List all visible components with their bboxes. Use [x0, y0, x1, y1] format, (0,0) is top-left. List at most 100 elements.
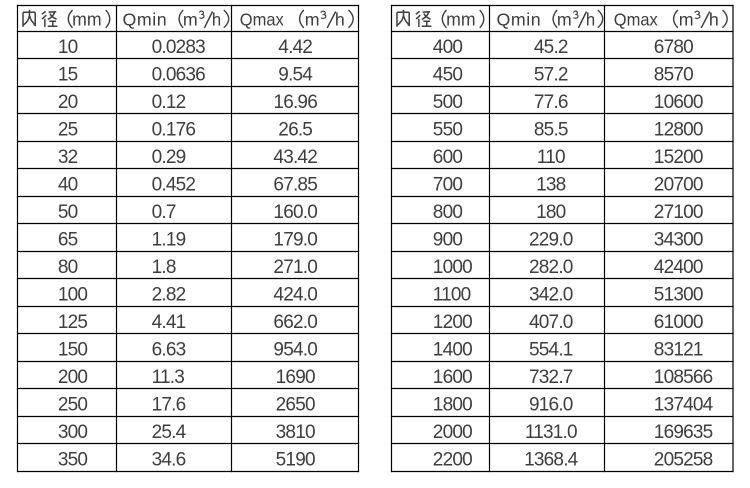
svg-text:0.0636: 0.0636	[152, 64, 206, 85]
svg-text:8570: 8570	[654, 64, 693, 85]
svg-text:732.7: 732.7	[529, 367, 573, 388]
svg-text:138: 138	[536, 174, 566, 195]
svg-text:1400: 1400	[433, 339, 472, 360]
svg-text:2650: 2650	[276, 394, 315, 415]
svg-text:65: 65	[58, 229, 78, 250]
svg-text:67.85: 67.85	[273, 174, 317, 195]
svg-text:407.0: 407.0	[529, 312, 573, 333]
svg-text:42400: 42400	[654, 257, 703, 278]
svg-text:Qmax: Qmax	[240, 9, 284, 29]
svg-text:h: h	[212, 9, 221, 29]
svg-text:100: 100	[58, 284, 88, 305]
svg-text:3810: 3810	[276, 422, 315, 443]
svg-text:m: m	[557, 9, 572, 29]
svg-text:77.6: 77.6	[534, 92, 568, 113]
svg-text:6780: 6780	[654, 37, 693, 58]
svg-text:450: 450	[433, 64, 463, 85]
svg-text:40: 40	[58, 174, 78, 195]
svg-text:1690: 1690	[276, 367, 315, 388]
svg-text:11.3: 11.3	[152, 367, 185, 388]
svg-text:110: 110	[537, 147, 565, 168]
svg-text:554.1: 554.1	[529, 339, 573, 360]
svg-text:0.12: 0.12	[152, 92, 186, 113]
svg-text:Qmax: Qmax	[614, 9, 658, 29]
svg-text:0.452: 0.452	[152, 174, 196, 195]
svg-text:250: 250	[58, 394, 88, 415]
svg-text:2.82: 2.82	[152, 284, 186, 305]
svg-text:5190: 5190	[276, 449, 315, 470]
svg-text:550: 550	[433, 119, 463, 140]
svg-text:1200: 1200	[433, 312, 472, 333]
svg-text:150: 150	[58, 339, 88, 360]
svg-text:160.0: 160.0	[273, 202, 317, 223]
svg-text:108566: 108566	[654, 367, 713, 388]
svg-text:26.5: 26.5	[278, 119, 312, 140]
svg-text:27100: 27100	[654, 202, 703, 223]
svg-text:0.7: 0.7	[152, 202, 176, 223]
svg-text:25: 25	[58, 119, 78, 140]
svg-text:900: 900	[433, 229, 463, 250]
svg-text:0.0283: 0.0283	[152, 37, 206, 58]
svg-text:34.6: 34.6	[152, 449, 186, 470]
svg-text:1800: 1800	[433, 394, 472, 415]
svg-text:25.4: 25.4	[152, 422, 187, 443]
svg-text:10: 10	[58, 37, 78, 58]
svg-text:9.54: 9.54	[278, 64, 313, 85]
svg-text:80: 80	[58, 257, 78, 278]
svg-text:229.0: 229.0	[529, 229, 573, 250]
svg-text:h: h	[709, 9, 719, 29]
svg-text:205258: 205258	[654, 449, 713, 470]
svg-text:83121: 83121	[654, 339, 703, 360]
svg-text:6.63: 6.63	[152, 339, 186, 360]
svg-text:1000: 1000	[433, 257, 472, 278]
svg-text:h: h	[586, 9, 595, 29]
svg-text:m: m	[305, 9, 320, 29]
svg-text:1131.0: 1131.0	[525, 422, 577, 443]
svg-text:15200: 15200	[654, 147, 703, 168]
svg-text:4.42: 4.42	[278, 37, 312, 58]
svg-text:45.2: 45.2	[534, 37, 568, 58]
svg-text:16.96: 16.96	[273, 92, 317, 113]
svg-text:916.0: 916.0	[529, 394, 573, 415]
svg-text:282.0: 282.0	[529, 257, 573, 278]
svg-text:43.42: 43.42	[273, 147, 317, 168]
svg-text:mm: mm	[446, 9, 476, 29]
svg-text:h: h	[335, 9, 345, 29]
svg-text:1600: 1600	[433, 367, 472, 388]
svg-text:61000: 61000	[654, 312, 703, 333]
svg-text:0.29: 0.29	[152, 147, 186, 168]
svg-text:51300: 51300	[654, 284, 703, 305]
svg-text:350: 350	[58, 449, 88, 470]
svg-text:662.0: 662.0	[273, 312, 317, 333]
svg-text:20: 20	[58, 92, 78, 113]
svg-text:34300: 34300	[654, 229, 703, 250]
svg-text:57.2: 57.2	[534, 64, 568, 85]
svg-text:mm: mm	[72, 9, 102, 29]
svg-text:1100: 1100	[433, 284, 471, 305]
svg-text:2000: 2000	[433, 422, 472, 443]
svg-text:Qmin: Qmin	[497, 9, 541, 29]
svg-text:424.0: 424.0	[273, 284, 317, 305]
svg-text:32: 32	[58, 147, 78, 168]
svg-text:137404: 137404	[654, 394, 714, 415]
svg-text:10600: 10600	[654, 92, 703, 113]
svg-text:1.19: 1.19	[152, 229, 186, 250]
svg-text:85.5: 85.5	[534, 119, 568, 140]
svg-text:600: 600	[433, 147, 463, 168]
svg-text:179.0: 179.0	[273, 229, 317, 250]
svg-text:125: 125	[58, 312, 88, 333]
svg-text:15: 15	[58, 64, 78, 85]
svg-text:954.0: 954.0	[273, 339, 317, 360]
svg-text:200: 200	[58, 367, 88, 388]
svg-text:400: 400	[433, 37, 463, 58]
svg-text:1.8: 1.8	[152, 257, 176, 278]
svg-text:12800: 12800	[654, 119, 703, 140]
svg-text:m: m	[183, 9, 198, 29]
svg-text:500: 500	[433, 92, 463, 113]
svg-text:20700: 20700	[654, 174, 703, 195]
svg-text:17.6: 17.6	[152, 394, 186, 415]
svg-text:180: 180	[536, 202, 566, 223]
svg-text:271.0: 271.0	[273, 257, 317, 278]
svg-text:700: 700	[433, 174, 463, 195]
svg-text:50: 50	[58, 202, 78, 223]
